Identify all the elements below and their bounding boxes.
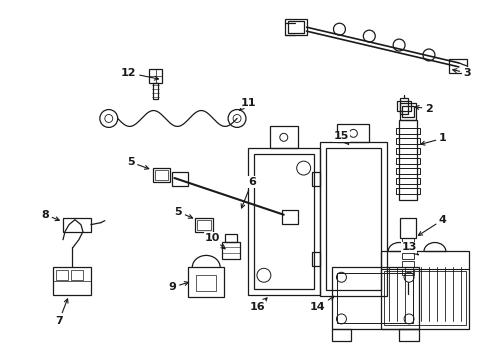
Text: 11: 11 [240, 98, 256, 110]
Bar [338, 273, 413, 323]
Text: 4: 4 [418, 215, 447, 235]
Bar [384, 271, 466, 325]
Bar [152, 83, 158, 99]
Bar [319, 142, 387, 296]
Text: 7: 7 [55, 299, 68, 326]
Bar [338, 125, 369, 142]
Bar [53, 267, 91, 295]
Bar [397, 100, 411, 111]
Bar [270, 126, 298, 148]
Text: 3: 3 [453, 68, 470, 78]
Text: 2: 2 [415, 104, 433, 113]
Bar [396, 129, 420, 134]
Bar [222, 242, 240, 260]
Bar [282, 210, 298, 224]
Bar [288, 21, 304, 33]
Bar [172, 172, 188, 186]
Bar [381, 251, 469, 329]
Text: 14: 14 [310, 296, 334, 312]
Bar [399, 121, 417, 200]
Bar [399, 329, 419, 341]
Bar [400, 98, 408, 113]
Bar [312, 252, 319, 266]
Bar [285, 19, 307, 35]
Bar [396, 168, 420, 174]
Bar [225, 234, 237, 242]
Bar [148, 69, 163, 83]
Bar [402, 105, 414, 117]
Bar [56, 270, 68, 280]
Bar [312, 172, 319, 186]
Text: 9: 9 [169, 282, 189, 292]
Bar [71, 270, 83, 280]
Text: 10: 10 [204, 233, 225, 249]
Bar [197, 220, 211, 230]
Bar [396, 178, 420, 184]
Bar [402, 261, 414, 267]
Bar [254, 154, 314, 289]
Text: 5: 5 [174, 207, 193, 218]
Text: 8: 8 [41, 210, 59, 221]
Text: 5: 5 [127, 157, 149, 169]
Text: 1: 1 [421, 133, 447, 145]
Text: 13: 13 [401, 243, 418, 255]
Bar [325, 148, 381, 290]
Bar [248, 148, 319, 295]
Text: 16: 16 [250, 298, 267, 312]
Bar [154, 170, 169, 180]
Bar [188, 267, 224, 297]
Bar [332, 267, 419, 329]
Text: 12: 12 [121, 68, 159, 80]
Bar [449, 59, 467, 73]
Bar [63, 218, 91, 231]
Bar [332, 329, 351, 341]
Bar [396, 188, 420, 194]
Bar [396, 148, 420, 154]
Text: 15: 15 [334, 131, 349, 144]
Bar [196, 275, 216, 291]
Bar [402, 269, 414, 275]
Text: 6: 6 [241, 177, 256, 208]
Bar [196, 218, 213, 231]
Bar [396, 138, 420, 144]
Bar [402, 253, 414, 260]
Bar [400, 218, 416, 238]
Bar [402, 246, 414, 251]
Bar [396, 158, 420, 164]
Bar [402, 238, 414, 243]
Bar [400, 103, 416, 121]
Bar [152, 168, 171, 182]
